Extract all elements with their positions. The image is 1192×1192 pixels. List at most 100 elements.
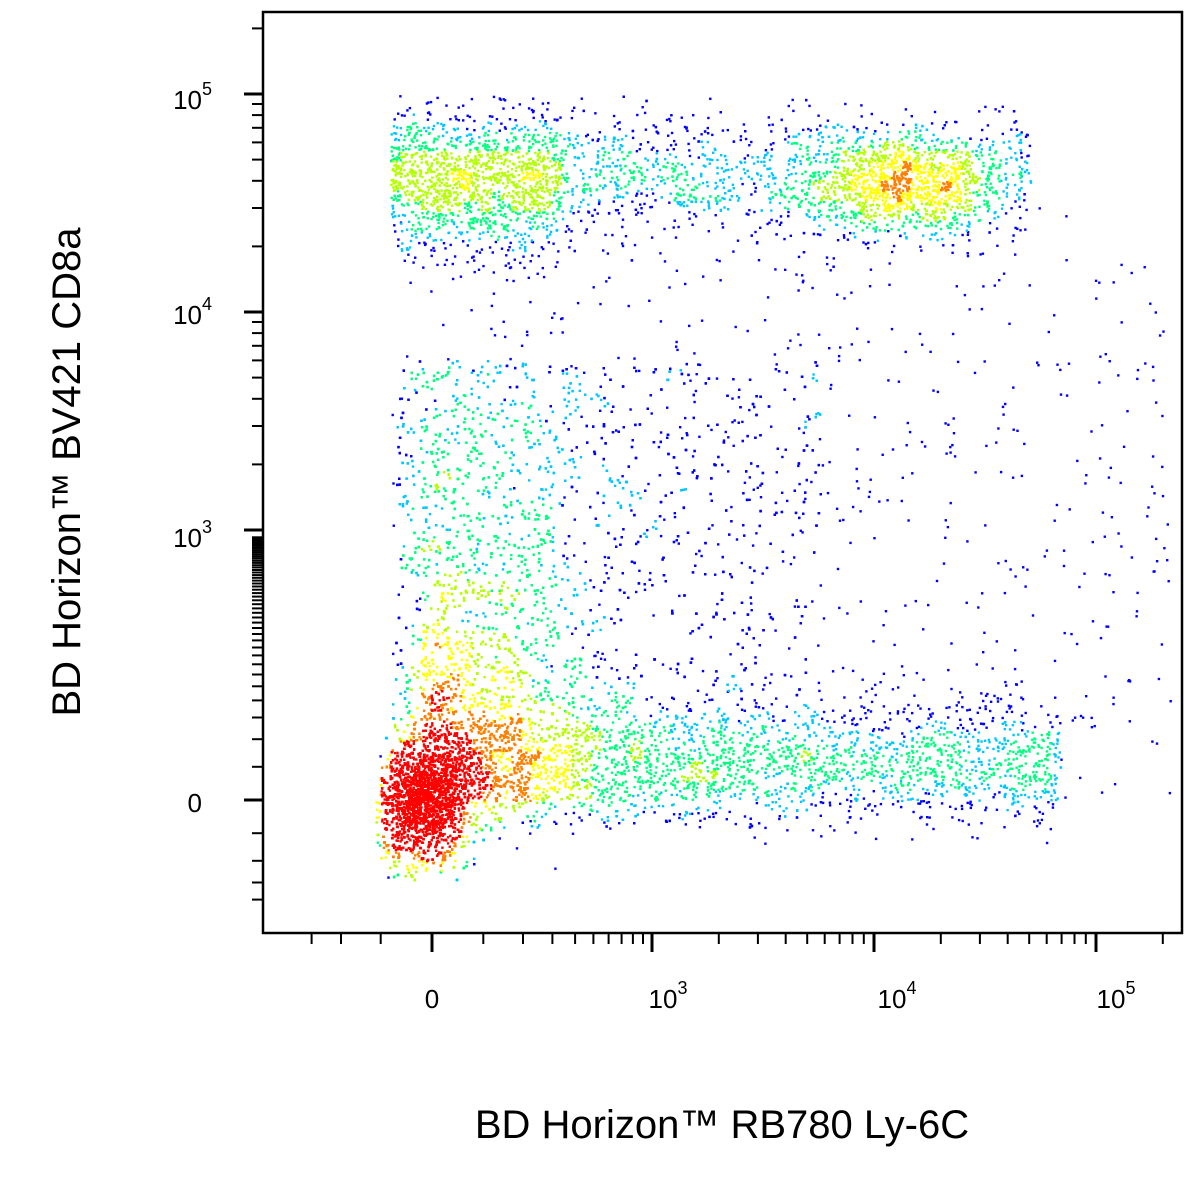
event-point — [614, 710, 618, 713]
event-point — [874, 230, 877, 233]
event-point — [531, 225, 535, 228]
event-point — [1056, 797, 1059, 800]
event-point — [926, 737, 929, 740]
event-point — [396, 483, 399, 487]
event-point — [1009, 762, 1013, 766]
event-point — [970, 803, 973, 807]
event-point — [1160, 643, 1164, 646]
event-point — [681, 721, 684, 724]
event-point — [510, 424, 513, 427]
event-point — [490, 434, 493, 437]
event-point — [890, 768, 893, 771]
event-point — [603, 405, 607, 408]
event-point — [793, 489, 796, 492]
event-point — [703, 154, 707, 157]
event-point — [573, 249, 576, 253]
event-point — [611, 721, 615, 724]
event-point — [988, 222, 992, 225]
event-point — [798, 516, 801, 520]
event-point — [684, 715, 688, 718]
event-point — [635, 194, 638, 197]
event-point — [1028, 284, 1031, 287]
event-point — [623, 172, 626, 175]
event-point — [688, 154, 692, 158]
event-point — [1026, 730, 1030, 733]
event-point — [478, 518, 482, 521]
event-point — [1024, 228, 1027, 231]
event-point — [445, 131, 448, 134]
event-point — [949, 445, 952, 449]
event-point — [738, 388, 741, 391]
event-point — [526, 333, 529, 337]
event-point — [801, 155, 804, 158]
event-point — [922, 628, 925, 631]
event-point — [615, 182, 618, 186]
event-point — [787, 135, 791, 138]
event-point — [468, 239, 471, 242]
event-point — [436, 571, 439, 575]
event-point — [640, 178, 644, 182]
event-point — [831, 778, 834, 781]
event-point — [755, 242, 759, 245]
event-point — [581, 623, 585, 626]
event-point — [529, 404, 533, 408]
event-point — [433, 399, 437, 402]
event-point — [1001, 132, 1004, 136]
event-point — [573, 681, 576, 684]
event-point — [511, 127, 514, 131]
event-point — [714, 181, 717, 185]
event-point — [413, 483, 416, 486]
event-point — [405, 705, 408, 708]
event-point — [595, 524, 599, 527]
event-point — [450, 432, 454, 435]
event-point — [687, 701, 690, 705]
event-point — [879, 746, 883, 749]
event-point — [520, 233, 523, 236]
event-point — [740, 161, 743, 165]
event-point — [431, 128, 435, 131]
event-point — [498, 837, 501, 840]
event-point — [401, 461, 404, 465]
event-point — [644, 176, 647, 179]
event-point — [1119, 481, 1122, 485]
event-point — [549, 405, 552, 408]
event-point — [594, 714, 597, 718]
event-point — [757, 259, 761, 262]
event-point — [466, 261, 469, 264]
event-point — [968, 222, 971, 225]
event-point — [644, 157, 647, 160]
event-point — [714, 679, 717, 682]
event-point — [656, 162, 660, 166]
event-point — [780, 118, 783, 122]
event-point — [907, 132, 911, 135]
event-point — [481, 492, 485, 496]
event-point — [792, 109, 795, 113]
event-point — [920, 815, 923, 819]
event-point — [943, 727, 946, 730]
event-point — [996, 700, 1000, 703]
event-point — [843, 297, 846, 300]
event-point — [495, 131, 498, 135]
event-point — [542, 247, 545, 251]
event-point — [750, 462, 753, 465]
event-point — [958, 763, 962, 767]
event-point — [584, 231, 587, 234]
event-point — [392, 703, 395, 706]
event-point — [966, 740, 970, 743]
event-point — [399, 397, 402, 401]
event-point — [536, 272, 539, 275]
event-point — [649, 722, 652, 725]
event-point — [502, 562, 506, 566]
event-point — [509, 488, 512, 491]
event-point — [1136, 368, 1140, 372]
event-point — [756, 770, 759, 773]
event-point — [1003, 727, 1006, 731]
event-point — [922, 737, 925, 741]
event-point — [414, 122, 417, 125]
event-point — [469, 610, 472, 614]
event-point — [519, 246, 522, 250]
event-point — [538, 443, 541, 446]
event-point — [697, 812, 700, 815]
event-point — [739, 135, 743, 138]
event-point — [815, 379, 818, 382]
